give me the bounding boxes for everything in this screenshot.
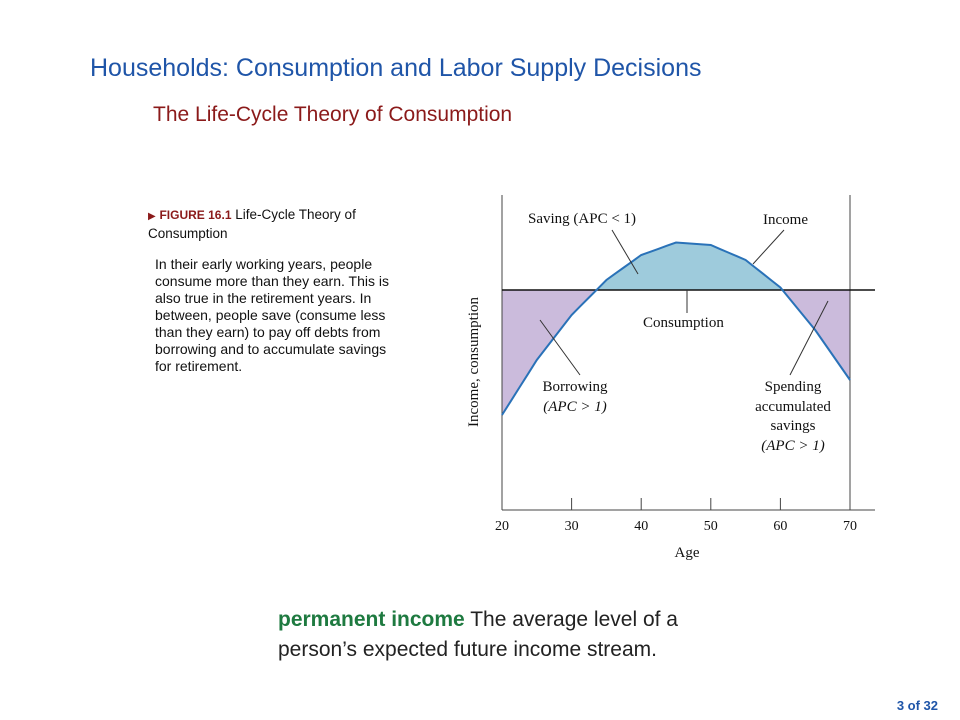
triangle-bullet-icon: ▶ (148, 211, 156, 222)
spending-savings-area (782, 290, 850, 380)
borrowing-apc-label: (APC > 1) (543, 399, 606, 415)
income-curve (501, 241, 851, 416)
x-tick-label: 20 (495, 519, 509, 534)
page-number: 3 of 32 (896, 698, 938, 713)
figure-number: FIGURE 16.1 (159, 208, 232, 222)
x-axis-label: Age (675, 545, 700, 561)
saving-label: Saving (APC < 1) (528, 211, 636, 227)
income-pointer (752, 229, 785, 265)
spending-label-line2: accumulated (755, 399, 831, 415)
figure-label: ▶ FIGURE 16.1 Life-Cycle Theory of Consu… (148, 206, 383, 242)
spending-label-line3: savings (771, 418, 816, 434)
spending-pointer (789, 300, 829, 376)
saving-pointer (611, 229, 639, 275)
y-axis-label: Income, consumption (466, 297, 482, 427)
definition-text: The average level of a person’s expected… (278, 608, 678, 661)
x-tick-label: 40 (634, 519, 648, 534)
consumption-label: Consumption (643, 315, 724, 331)
x-tick-label: 60 (773, 519, 787, 534)
definition-term: permanent income (278, 608, 465, 631)
income-label: Income (763, 212, 808, 228)
borrowing-pointer (539, 319, 581, 376)
life-cycle-chart: 20 30 40 50 60 70 Income, consumption Age Sav… (466, 195, 875, 561)
definition: permanent income The average level of a … (278, 605, 758, 665)
x-tick-label: 50 (704, 519, 718, 534)
x-tick-label: 30 (565, 519, 579, 534)
figure-caption: In their early working years, people con… (155, 256, 389, 374)
spending-apc-label: (APC > 1) (761, 438, 824, 454)
borrowing-area (502, 290, 597, 415)
borrowing-label: Borrowing (543, 379, 608, 395)
figure-title: Life-Cycle Theory of Consumption (148, 207, 356, 241)
spending-label-line1: Spending (765, 379, 822, 395)
slide-subtitle: The Life-Cycle Theory of Consumption (153, 103, 513, 126)
slide-title: Households: Consumption and Labor Supply… (90, 54, 702, 82)
x-tick-label: 70 (843, 519, 857, 534)
